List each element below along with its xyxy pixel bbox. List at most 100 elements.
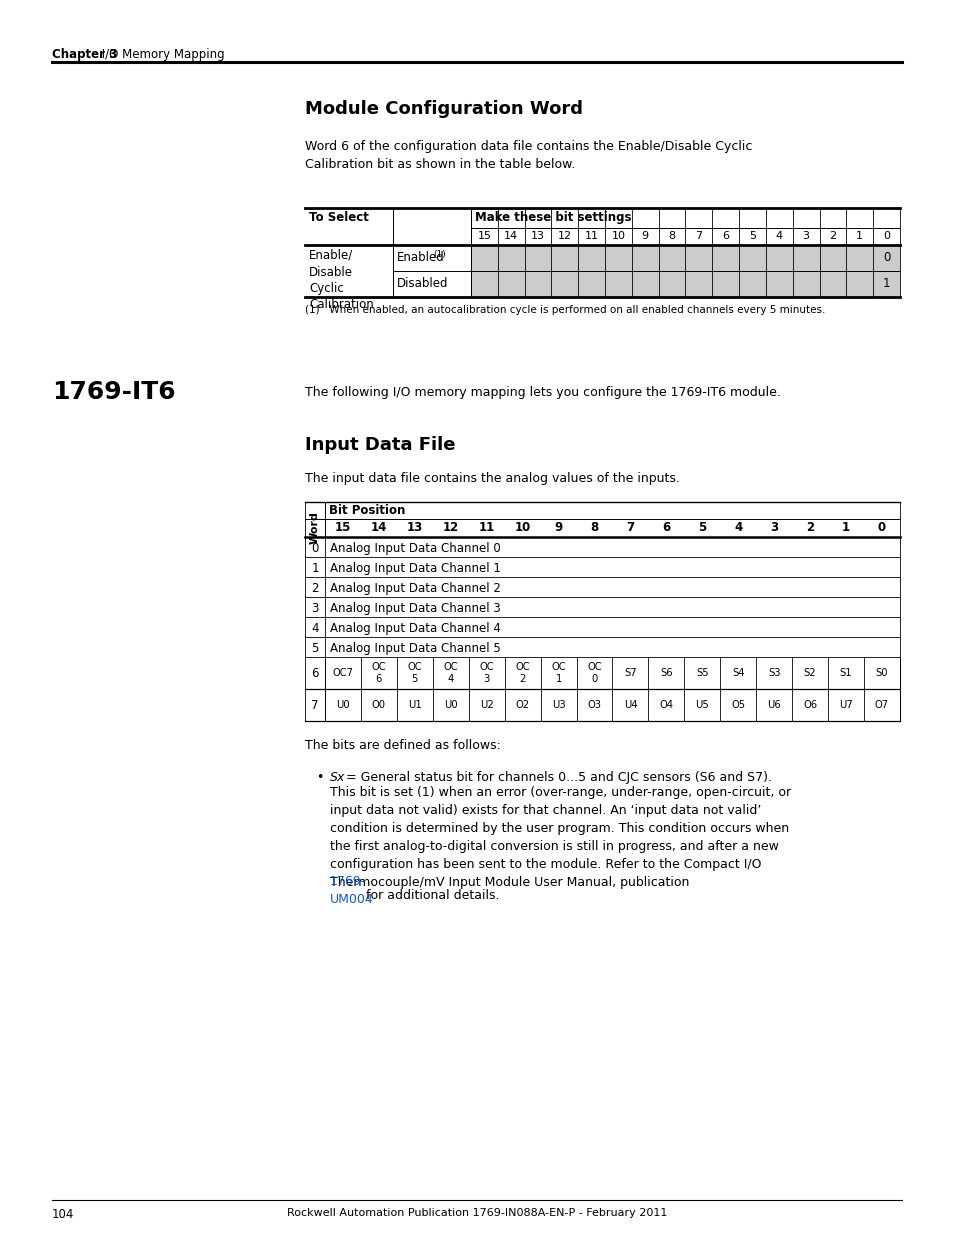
Text: 4: 4 (734, 521, 741, 534)
Text: 104: 104 (52, 1208, 74, 1221)
Bar (658, 270, 685, 296)
Text: O0: O0 (372, 700, 386, 710)
Bar (819, 245, 845, 270)
Bar (792, 245, 819, 270)
Text: (1)   When enabled, an autocalibration cycle is performed on all enabled channel: (1) When enabled, an autocalibration cyc… (305, 305, 824, 315)
Text: U2: U2 (479, 700, 493, 710)
Text: OC
2: OC 2 (515, 662, 530, 684)
Text: •: • (315, 771, 323, 784)
Text: OC
3: OC 3 (479, 662, 494, 684)
Text: U1: U1 (408, 700, 421, 710)
Text: 10: 10 (611, 231, 625, 241)
Text: Enabled: Enabled (396, 251, 444, 264)
Bar (551, 245, 578, 270)
Text: 1769-IT6: 1769-IT6 (52, 380, 175, 404)
Text: O6: O6 (802, 700, 817, 710)
Text: 4: 4 (775, 231, 782, 241)
Bar (497, 245, 524, 270)
Text: Analog Input Data Channel 0: Analog Input Data Channel 0 (330, 542, 500, 555)
Bar (578, 270, 604, 296)
Text: U3: U3 (551, 700, 565, 710)
Text: The input data file contains the analog values of the inputs.: The input data file contains the analog … (305, 472, 679, 485)
Text: S3: S3 (767, 668, 780, 678)
Text: U0: U0 (443, 700, 457, 710)
Text: 1: 1 (882, 277, 889, 290)
Text: O7: O7 (874, 700, 888, 710)
Text: = General status bit for channels 0...5 and CJC sensors (S6 and S7).: = General status bit for channels 0...5 … (341, 771, 771, 784)
Text: 5: 5 (748, 231, 755, 241)
Text: S7: S7 (623, 668, 636, 678)
Bar (765, 245, 792, 270)
Text: OC
6: OC 6 (372, 662, 386, 684)
Text: x: x (335, 771, 343, 784)
Text: Analog Input Data Channel 2: Analog Input Data Channel 2 (330, 582, 500, 595)
Text: U6: U6 (766, 700, 781, 710)
Text: 1: 1 (841, 521, 849, 534)
Bar (524, 245, 551, 270)
Bar (551, 270, 578, 296)
Text: U5: U5 (695, 700, 708, 710)
Text: OC
4: OC 4 (443, 662, 457, 684)
Text: I/O Memory Mapping: I/O Memory Mapping (98, 48, 224, 61)
Bar (471, 270, 497, 296)
Text: U7: U7 (839, 700, 852, 710)
Text: 0: 0 (877, 521, 885, 534)
Text: Word: Word (310, 511, 319, 545)
Text: 5: 5 (311, 642, 318, 655)
Text: 5: 5 (698, 521, 706, 534)
Bar (712, 245, 739, 270)
Text: 15: 15 (335, 521, 351, 534)
Text: 6: 6 (721, 231, 728, 241)
Text: Make these bit settings: Make these bit settings (475, 211, 631, 224)
Bar (872, 245, 899, 270)
Text: S5: S5 (696, 668, 708, 678)
Text: The following I/O memory mapping lets you configure the 1769-IT6 module.: The following I/O memory mapping lets yo… (305, 387, 781, 399)
Text: 2: 2 (311, 582, 318, 595)
Text: The bits are defined as follows:: The bits are defined as follows: (305, 739, 500, 752)
Text: 10: 10 (514, 521, 530, 534)
Text: 9: 9 (554, 521, 562, 534)
Bar (792, 270, 819, 296)
Text: This bit is set (1) when an error (over-range, under-range, open-circuit, or
inp: This bit is set (1) when an error (over-… (330, 785, 790, 889)
Text: 2: 2 (828, 231, 836, 241)
Bar (739, 270, 765, 296)
Text: 6: 6 (311, 667, 318, 680)
Bar (819, 270, 845, 296)
Bar (604, 245, 631, 270)
Text: S: S (330, 771, 337, 784)
Text: 8: 8 (668, 231, 675, 241)
Text: S1: S1 (839, 668, 852, 678)
Text: Analog Input Data Channel 1: Analog Input Data Channel 1 (330, 562, 500, 576)
Text: 14: 14 (371, 521, 387, 534)
Bar (471, 245, 497, 270)
Text: 0: 0 (311, 542, 318, 555)
Bar (712, 270, 739, 296)
Text: O5: O5 (730, 700, 744, 710)
Bar (872, 270, 899, 296)
Text: 6: 6 (661, 521, 670, 534)
Text: 2: 2 (805, 521, 813, 534)
Text: 3: 3 (801, 231, 809, 241)
Bar (578, 245, 604, 270)
Text: 7: 7 (695, 231, 701, 241)
Text: Disabled: Disabled (396, 277, 448, 290)
Text: S2: S2 (803, 668, 816, 678)
Text: 3: 3 (311, 601, 318, 615)
Text: Chapter 3: Chapter 3 (52, 48, 117, 61)
Bar (631, 270, 658, 296)
Text: 12: 12 (558, 231, 571, 241)
Text: Module Configuration Word: Module Configuration Word (305, 100, 582, 119)
Text: 11: 11 (478, 521, 495, 534)
Text: 8: 8 (590, 521, 598, 534)
Bar (497, 270, 524, 296)
Bar (631, 245, 658, 270)
Text: 11: 11 (584, 231, 598, 241)
Text: O2: O2 (515, 700, 529, 710)
Text: 0: 0 (882, 231, 889, 241)
Bar (765, 270, 792, 296)
Text: 13: 13 (406, 521, 422, 534)
Bar (845, 270, 872, 296)
Text: Word 6 of the configuration data file contains the Enable/Disable Cyclic
Calibra: Word 6 of the configuration data file co… (305, 140, 752, 172)
Text: 0: 0 (882, 251, 889, 264)
Text: OC
0: OC 0 (587, 662, 601, 684)
